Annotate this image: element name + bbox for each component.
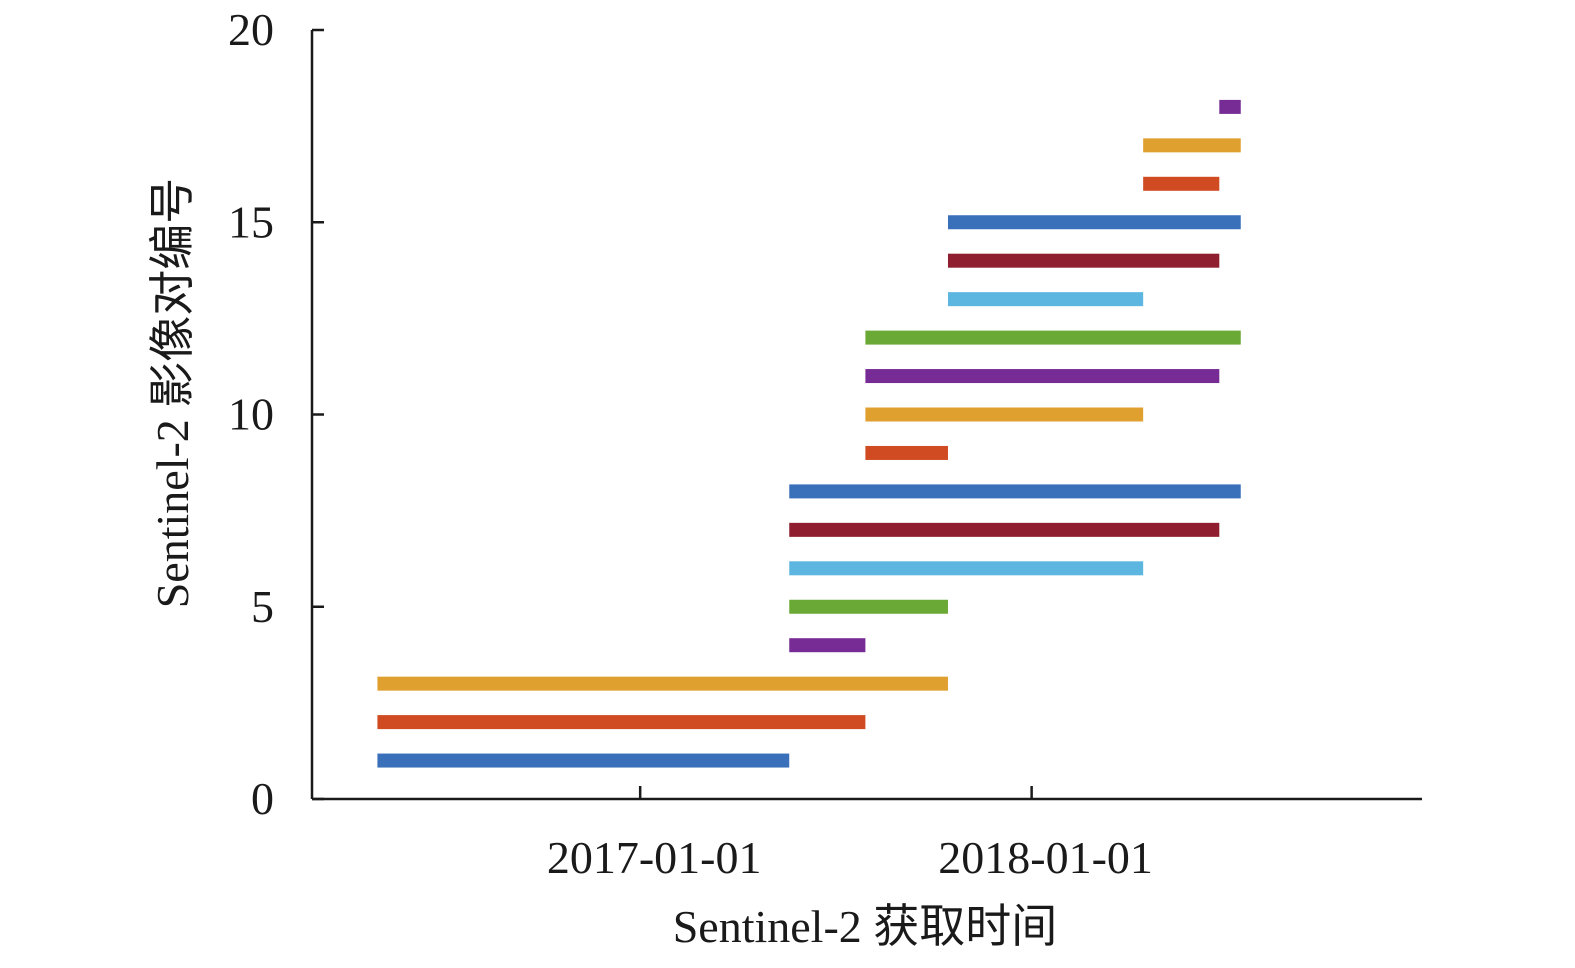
bar-13 bbox=[947, 292, 1144, 307]
y-tick-label-20: 20 bbox=[228, 4, 274, 55]
bar-4 bbox=[789, 638, 866, 653]
bar-8 bbox=[789, 484, 1241, 499]
x-axis-title: Sentinel-2 获取时间 bbox=[673, 901, 1058, 952]
bar-6 bbox=[789, 561, 1144, 576]
bar-1 bbox=[377, 753, 790, 768]
bar-14 bbox=[947, 253, 1220, 268]
bar-7 bbox=[789, 522, 1220, 537]
bar-11 bbox=[865, 369, 1220, 384]
x-tick-label-1: 2018-01-01 bbox=[938, 832, 1153, 883]
bar-5 bbox=[789, 599, 948, 614]
bars-layer bbox=[377, 99, 1241, 768]
y-tick-label-0: 0 bbox=[251, 773, 274, 824]
x-tick-label-0: 2017-01-01 bbox=[547, 832, 762, 883]
y-tick-label-5: 5 bbox=[251, 581, 274, 632]
bar-3 bbox=[377, 676, 948, 691]
ticks-layer: 0 5 10 15 20 2017-01-01 2018-01-01 bbox=[228, 4, 1153, 883]
y-axis-title: Sentinel-2 影像对编号 bbox=[147, 178, 198, 609]
bar-9 bbox=[865, 445, 948, 460]
bar-15 bbox=[947, 215, 1241, 230]
bar-2 bbox=[377, 715, 866, 730]
bar-16 bbox=[1143, 176, 1220, 191]
bar-12 bbox=[865, 330, 1241, 345]
bar-17 bbox=[1143, 138, 1241, 153]
bar-10 bbox=[865, 407, 1144, 422]
y-tick-label-15: 15 bbox=[228, 196, 274, 247]
bar-18 bbox=[1219, 99, 1241, 114]
y-tick-label-10: 10 bbox=[228, 389, 274, 440]
